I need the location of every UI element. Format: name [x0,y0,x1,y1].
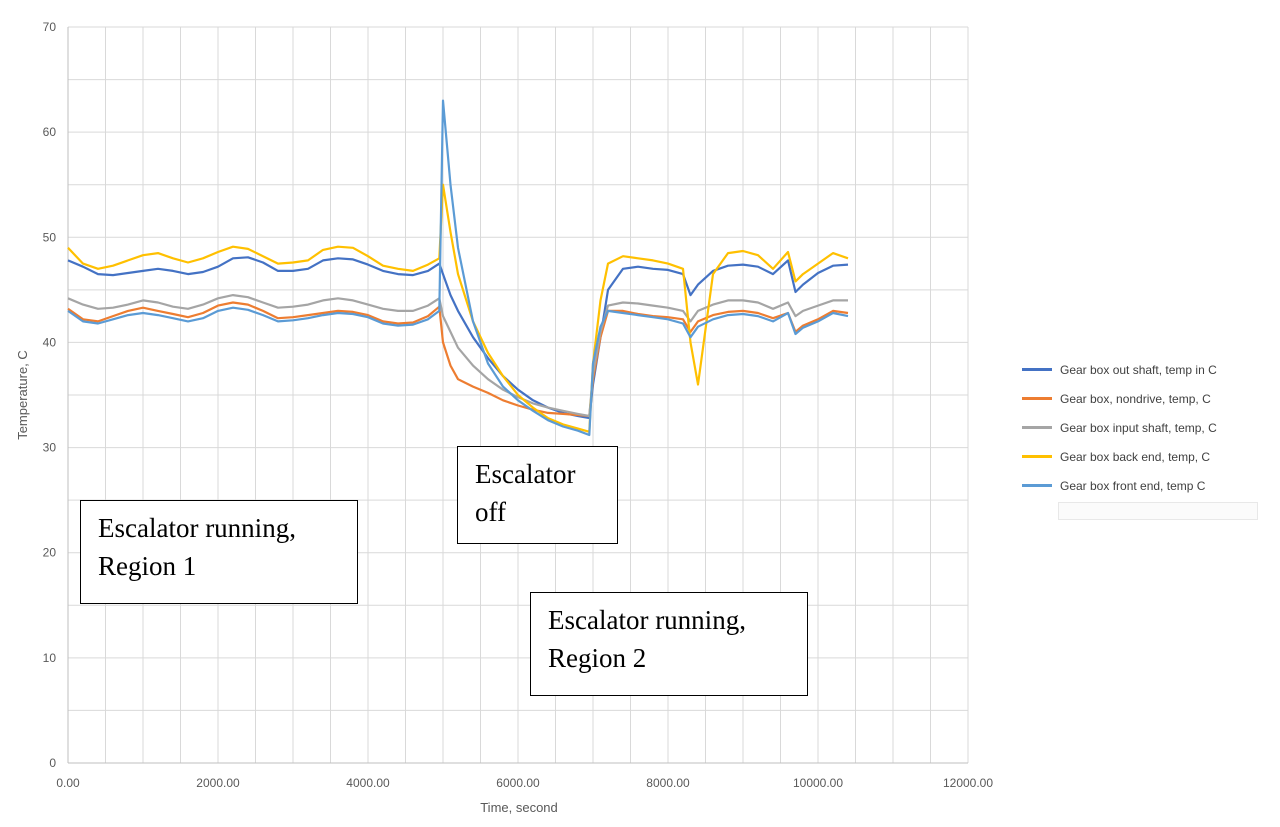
legend-label: Gear box out shaft, temp in C [1060,362,1217,377]
y-tick-label: 50 [43,230,57,244]
axes [67,27,968,764]
x-tick-label: 6000.00 [496,776,540,790]
legend-label: Gear box, nondrive, temp, C [1060,391,1211,406]
series-lines [67,99,849,437]
series-line-1 [67,301,849,418]
legend-item: Gear box front end, temp C [1022,471,1262,500]
legend-item: Gear box out shaft, temp in C [1022,355,1262,384]
legend-label: Gear box input shaft, temp, C [1060,420,1217,435]
chart-legend: Gear box out shaft, temp in C Gear box, … [1022,355,1262,500]
annotation-region-1: Escalator running, Region 1 [80,500,358,604]
tick-labels: 0.00 2000.00 4000.00 6000.00 8000.00 10000.00… [43,20,994,790]
y-axis-title: Temperature, C [15,350,30,440]
series-line-2 [67,294,848,418]
x-axis-title: Time, second [480,800,558,815]
x-tick-label: 12000.00 [943,776,993,790]
legend-swatch-nondrive [1022,397,1052,400]
x-tick-label: 4000.00 [346,776,390,790]
x-tick-label: 10000.00 [793,776,843,790]
y-tick-label: 20 [43,546,57,560]
x-tick-label: 2000.00 [196,776,240,790]
legend-item: Gear box input shaft, temp, C [1022,413,1262,442]
x-tick-label: 0.00 [56,776,80,790]
legend-swatch-out-shaft [1022,368,1052,371]
y-tick-label: 60 [43,125,57,139]
legend-swatch-input-shaft [1022,426,1052,429]
legend-item: Gear box, nondrive, temp, C [1022,384,1262,413]
series-line-4 [67,99,849,437]
y-tick-label: 10 [43,651,57,665]
annotation-escalator-off: Escalator off [457,446,618,544]
legend-item: Gear box back end, temp, C [1022,442,1262,471]
series-line-0 [67,256,849,420]
annotation-region-2: Escalator running, Region 2 [530,592,808,696]
y-tick-label: 70 [43,20,57,34]
legend-swatch-back-end [1022,455,1052,458]
legend-label: Gear box front end, temp C [1060,478,1206,493]
y-tick-label: 0 [49,756,56,770]
y-tick-label: 40 [43,335,57,349]
legend-swatch-front-end [1022,484,1052,487]
legend-label: Gear box back end, temp, C [1060,449,1211,464]
y-tick-label: 30 [43,441,57,455]
faded-tooltip [1058,502,1258,520]
x-tick-label: 8000.00 [646,776,690,790]
